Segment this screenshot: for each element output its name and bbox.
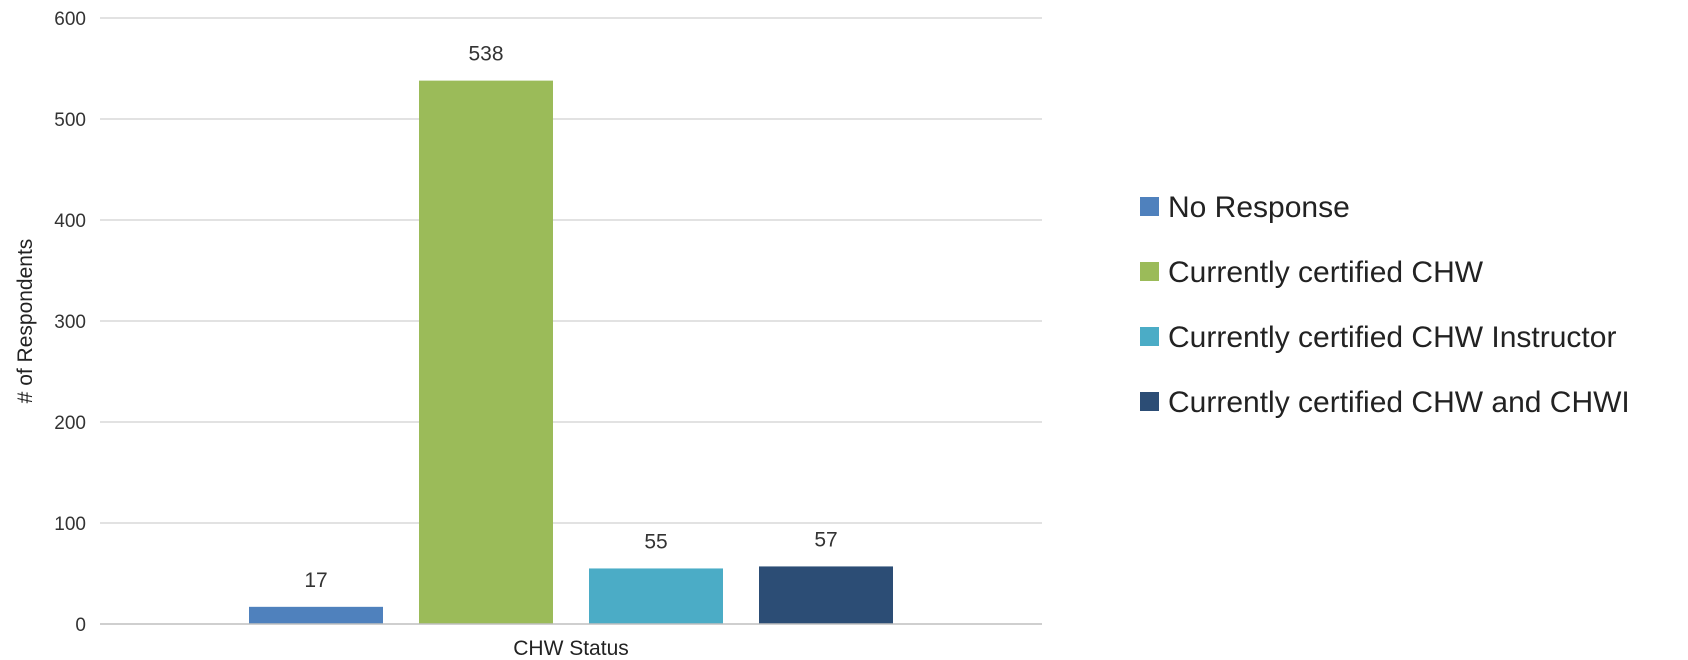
legend-label: Currently certified CHW and CHWI <box>1168 386 1630 419</box>
legend-label: No Response <box>1168 191 1350 224</box>
legend-item: No Response <box>1140 191 1350 224</box>
y-tick-label: 300 <box>54 312 86 333</box>
y-tick-label: 0 <box>75 615 86 636</box>
y-tick-label: 100 <box>54 514 86 535</box>
data-labels: 17 538 55 57 <box>304 43 837 592</box>
data-label: 17 <box>304 569 327 592</box>
legend-swatch <box>1140 392 1159 411</box>
x-axis-label: CHW Status <box>513 637 629 660</box>
data-label: 538 <box>468 43 503 66</box>
bar <box>589 568 723 624</box>
y-axis-ticks: 0 100 200 300 400 500 600 <box>54 9 86 636</box>
legend-label: Currently certified CHW <box>1168 256 1484 289</box>
legend: No Response Currently certified CHW Curren… <box>1140 191 1630 419</box>
y-tick-label: 500 <box>54 110 86 131</box>
legend-swatch <box>1140 262 1159 281</box>
bar <box>249 606 383 624</box>
y-tick-label: 400 <box>54 211 86 232</box>
data-label: 57 <box>814 528 837 551</box>
bars <box>249 80 893 625</box>
bar <box>759 566 893 624</box>
legend-label: Currently certified CHW Instructor <box>1168 321 1616 354</box>
legend-swatch <box>1140 327 1159 346</box>
y-tick-label: 200 <box>54 413 86 434</box>
legend-item: Currently certified CHW Instructor <box>1140 321 1616 354</box>
gridlines <box>100 17 1042 524</box>
legend-item: Currently certified CHW and CHWI <box>1140 386 1630 419</box>
y-axis-label: # of Respondents <box>14 239 37 404</box>
legend-swatch <box>1140 197 1159 216</box>
data-label: 55 <box>644 530 667 553</box>
y-tick-label: 600 <box>54 9 86 30</box>
bar <box>419 80 553 625</box>
legend-item: Currently certified CHW <box>1140 256 1484 289</box>
